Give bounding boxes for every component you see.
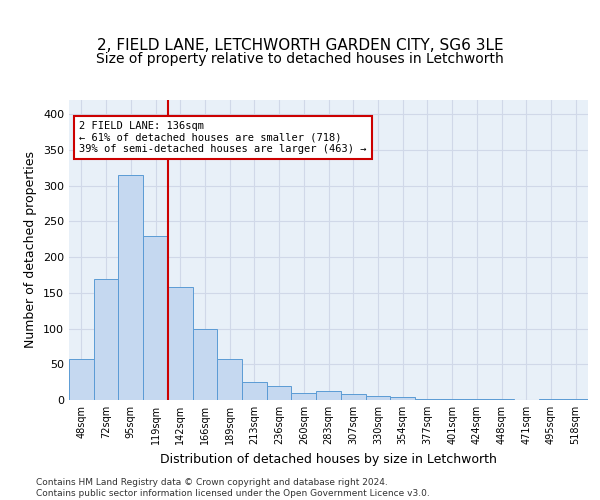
Bar [390,397,415,400]
Bar [267,386,292,400]
Text: 2, FIELD LANE, LETCHWORTH GARDEN CITY, SG6 3LE: 2, FIELD LANE, LETCHWORTH GARDEN CITY, S… [97,38,503,52]
Bar [217,360,242,400]
Bar [341,394,365,400]
Bar [365,396,390,400]
Bar [193,328,217,400]
X-axis label: Distribution of detached houses by size in Letchworth: Distribution of detached houses by size … [160,452,497,466]
Bar [94,278,118,400]
Text: Size of property relative to detached houses in Letchworth: Size of property relative to detached ho… [96,52,504,66]
Bar [118,175,143,400]
Bar [415,398,440,400]
Text: Contains HM Land Registry data © Crown copyright and database right 2024.
Contai: Contains HM Land Registry data © Crown c… [36,478,430,498]
Bar [292,393,316,400]
Text: 2 FIELD LANE: 136sqm
← 61% of detached houses are smaller (718)
39% of semi-deta: 2 FIELD LANE: 136sqm ← 61% of detached h… [79,121,367,154]
Y-axis label: Number of detached properties: Number of detached properties [25,152,37,348]
Bar [316,390,341,400]
Bar [168,287,193,400]
Bar [69,360,94,400]
Bar [143,236,168,400]
Bar [242,382,267,400]
